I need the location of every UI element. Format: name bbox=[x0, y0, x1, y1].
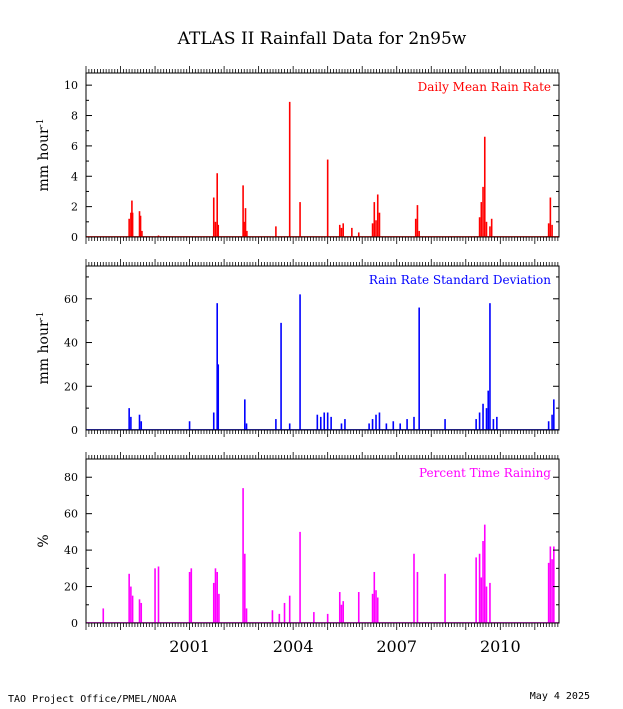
y-tick-label: 60 bbox=[64, 508, 78, 521]
footer-credit: TAO Project Office/PMEL/NOAA bbox=[8, 694, 177, 705]
y-tick-label: 60 bbox=[64, 293, 78, 306]
y-tick-label: 2 bbox=[71, 201, 78, 214]
panel-1: 0 2 4 6 8 10 Daily Mean Rain Rate mm hour-1 bbox=[36, 66, 560, 244]
y-axis-label: mm hour-1 bbox=[36, 312, 52, 385]
x-tick-label: 2010 bbox=[480, 637, 521, 656]
y-tick-label: 8 bbox=[71, 110, 78, 123]
y-tick-label: 0 bbox=[71, 231, 78, 244]
y-axis-label-superscript: -1 bbox=[36, 119, 46, 128]
chart-title: ATLAS II Rainfall Data for 2n95w bbox=[177, 29, 467, 49]
y-tick-label: 40 bbox=[64, 337, 78, 350]
y-axis-label-superscript: -1 bbox=[36, 312, 46, 321]
y-axis-label: mm hour-1 bbox=[36, 119, 52, 192]
y-tick-label: 80 bbox=[64, 471, 78, 484]
y-tick-label: 10 bbox=[64, 79, 78, 92]
series-label: Daily Mean Rain Rate bbox=[418, 80, 551, 94]
plot-frame bbox=[85, 72, 560, 238]
y-tick-label: 20 bbox=[64, 380, 78, 393]
y-tick-label: 0 bbox=[71, 424, 78, 437]
x-tick-label: 2004 bbox=[273, 637, 314, 656]
x-tick-label: 2007 bbox=[376, 637, 417, 656]
y-tick-label: 6 bbox=[71, 140, 78, 153]
y-tick-label: 4 bbox=[71, 170, 78, 183]
series-label: Rain Rate Standard Deviation bbox=[369, 273, 551, 287]
y-axis-label: % bbox=[36, 534, 52, 547]
plot-frame bbox=[85, 458, 560, 624]
y-tick-label: 20 bbox=[64, 581, 78, 594]
series-label: Percent Time Raining bbox=[419, 466, 551, 480]
panel-2: 0 20 40 60 Rain Rate Standard Deviation mm ho… bbox=[36, 259, 560, 437]
footer-date: May 4 2025 bbox=[530, 691, 590, 702]
y-tick-label: 40 bbox=[64, 544, 78, 557]
panel-3: 0 20 40 60 80 Percent Time Raining% bbox=[36, 452, 560, 630]
y-tick-label: 0 bbox=[71, 617, 78, 630]
plot-frame bbox=[85, 265, 560, 431]
x-tick-label: 2001 bbox=[169, 637, 210, 656]
